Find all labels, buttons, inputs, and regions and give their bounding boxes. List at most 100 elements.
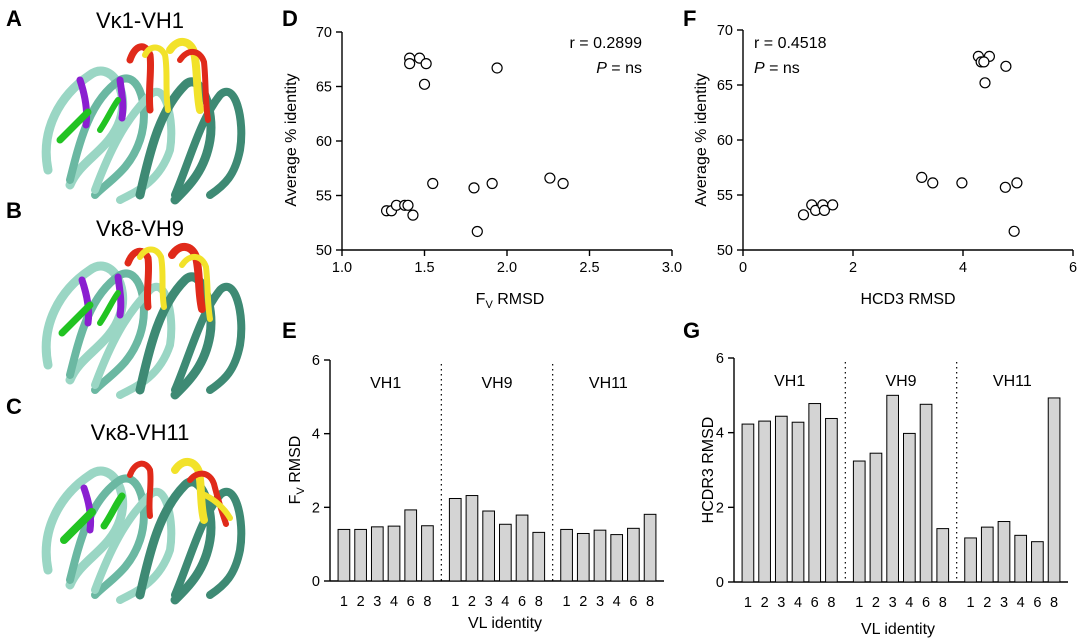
bar (643, 513, 657, 582)
x-tick-label: 4 (390, 594, 398, 610)
data-point (797, 209, 810, 221)
y-tick-label: 2 (312, 500, 320, 516)
data-point (402, 199, 414, 211)
bar (448, 497, 462, 582)
x-tick-label: 2 (468, 594, 476, 610)
data-point (927, 177, 939, 189)
data-point (1011, 177, 1023, 189)
data-point (491, 62, 503, 74)
x-tick-label: 2 (357, 594, 365, 610)
x-tick-label: 1 (451, 594, 459, 610)
x-tick-label: 3 (1000, 595, 1008, 611)
chart-d-fv-rmsd-vs-identity: D r = 0.2899 P = ns FV RMSD Average % id… (282, 6, 682, 311)
x-tick-label: 3.0 (662, 260, 682, 276)
x-tick-label: 3 (777, 595, 785, 611)
x-tick-label: 8 (939, 595, 947, 611)
x-tick-label: 4 (794, 595, 802, 611)
bar (560, 528, 573, 582)
bar (532, 531, 546, 582)
x-tick-label: 8 (423, 594, 431, 610)
y-tick-label: 60 (316, 134, 332, 150)
x-tick-label: 6 (922, 595, 930, 611)
bar (610, 534, 624, 582)
group-label: VH11 (993, 373, 1032, 390)
correlation-r-f: r = 0.4518 (754, 35, 827, 52)
bar (741, 423, 755, 583)
bar (337, 528, 351, 582)
group-label: VH11 (589, 375, 628, 392)
x-axis-title-d: FV RMSD (476, 291, 545, 311)
x-tick-label: 2 (872, 595, 880, 611)
panel-letter-e: E (282, 318, 297, 343)
x-tick-label: 2 (849, 260, 857, 276)
x-tick-label: 0 (739, 260, 747, 276)
x-tick-label: 6 (1069, 260, 1077, 276)
y-tick-label: 4 (716, 426, 724, 442)
x-tick-label: 8 (535, 594, 543, 610)
x-tick-label: 2.0 (497, 260, 517, 276)
y-tick-label: 50 (316, 243, 332, 259)
x-tick-label: 2 (983, 595, 991, 611)
structure-panel-c: C Vκ8-VH11 (6, 394, 246, 605)
data-point (979, 77, 991, 89)
x-tick-label: 6 (407, 594, 415, 610)
bar (852, 460, 866, 583)
y-tick-label: 6 (716, 351, 724, 367)
p-value-f: P = ns (754, 60, 800, 77)
x-axis-title-e: VL identity (468, 615, 542, 632)
bar (593, 529, 607, 582)
panel-letter-f: F (683, 6, 696, 31)
bar (515, 514, 529, 582)
data-point (1008, 225, 1020, 237)
x-tick-label: 4 (613, 594, 621, 610)
x-axis-title-g: VL identity (861, 621, 935, 638)
bar (964, 537, 977, 583)
x-tick-label: 1.0 (332, 260, 352, 276)
protein-ribbon-image-a (41, 38, 246, 205)
data-point (468, 182, 480, 194)
y-tick-label: 4 (312, 427, 320, 443)
bar (808, 403, 822, 583)
x-tick-label: 8 (646, 594, 654, 610)
group-label: VH1 (774, 373, 805, 390)
x-tick-label: 8 (827, 595, 835, 611)
data-point (420, 58, 432, 70)
bar (1031, 541, 1044, 583)
group-label: VH1 (370, 375, 401, 392)
x-tick-label: 4 (959, 260, 967, 276)
bar (1047, 397, 1061, 583)
data-point (1000, 60, 1012, 72)
chart-f-hcd3-rmsd-vs-identity: F r = 0.4518 P = ns HCD3 RMSD Average % … (683, 6, 1077, 308)
y-tick-label: 55 (316, 189, 332, 205)
x-tick-label: 1.5 (414, 260, 434, 276)
bar (627, 527, 640, 582)
panel-letter-d: D (282, 6, 298, 31)
x-tick-label: 4 (905, 595, 913, 611)
bar (387, 525, 401, 582)
structure-panel-a: A Vκ1-VH1 (6, 6, 246, 205)
bar (919, 403, 933, 583)
bar (499, 523, 512, 582)
panel-letter-a: A (6, 6, 22, 31)
correlation-r-d: r = 0.2899 (570, 35, 643, 52)
bar (903, 432, 916, 583)
panel-letter-c: C (6, 394, 22, 419)
x-tick-label: 2.5 (579, 260, 599, 276)
x-axis-title-f: HCD3 RMSD (860, 291, 955, 308)
x-tick-label: 1 (563, 594, 571, 610)
panel-letter-b: B (6, 198, 22, 223)
bar (576, 532, 590, 582)
bar (774, 415, 788, 583)
y-tick-label: 60 (717, 133, 733, 149)
panel-title-c: Vκ8-VH11 (91, 420, 190, 445)
data-point (916, 171, 928, 183)
data-point (404, 58, 416, 70)
x-tick-label: 1 (340, 594, 348, 610)
y-tick-label: 70 (717, 23, 733, 39)
x-tick-label: 3 (889, 595, 897, 611)
data-point (471, 225, 483, 238)
bar (370, 526, 384, 582)
